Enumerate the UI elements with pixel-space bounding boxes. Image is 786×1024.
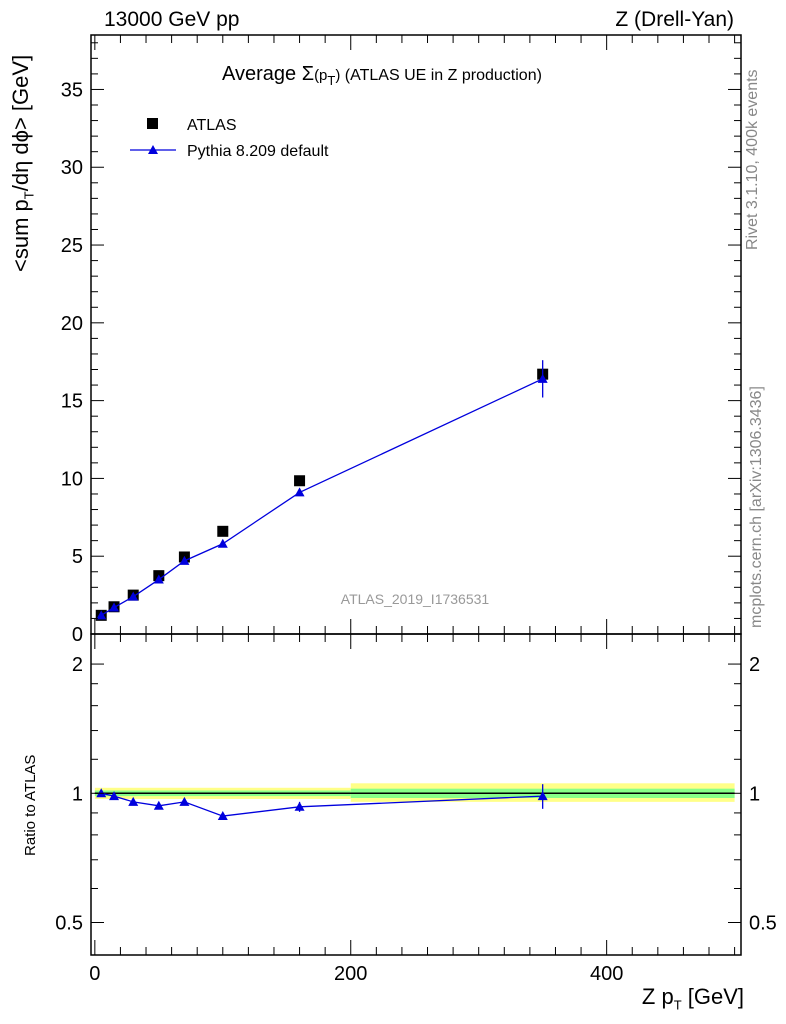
y-tick-label-main: 35 [61,79,83,101]
atlas-data-point [294,475,306,487]
pythia-data-point [294,487,305,497]
ratio-data-point [217,811,228,821]
y-tick-label-main: 30 [61,157,83,179]
y-tick-label-ratio-right: 1 [749,783,760,805]
pythia-data-point [128,591,139,601]
y-tick-label-main: 10 [61,468,83,490]
x-tick-label: 0 [89,963,100,985]
pythia-line [100,378,543,616]
header-right: Z (Drell-Yan) [615,8,734,31]
pythia-data-point [537,373,548,383]
chart-title: Average Σ(pT) (ATLAS UE in Z production) [222,63,542,88]
y-tick-label-ratio: 2 [72,654,83,676]
legend-marker-atlas [147,118,158,129]
pythia-data-point [96,610,107,620]
ratio-plot-frame [90,633,742,956]
x-tick-label: 200 [334,963,367,985]
pythia-data-point [109,602,120,612]
ratio-data-point [109,791,120,801]
ratio-data-point [294,801,305,811]
y-tick-label-ratio-right: 2 [749,654,760,676]
ratio-data-point [153,800,164,810]
x-axis-label: Z pT [GeV] [641,984,744,1013]
ratio-data-point [128,796,139,806]
y-tick-label-main: 20 [61,313,83,335]
watermark: ATLAS_2019_I1736531 [341,591,490,607]
y-tick-label-ratio-right: 0.5 [749,912,777,934]
pythia-data-point [153,574,164,584]
y-tick-label-main: 25 [61,235,83,257]
y-tick-label-ratio: 1 [72,783,83,805]
y-tick-label-main: 15 [61,391,83,413]
y-tick-label-main: 5 [72,546,83,568]
legend-label-atlas: ATLAS [187,117,237,134]
legend-marker-pythia [148,145,158,154]
x-tick-label: 400 [590,963,623,985]
header-left: 13000 GeV pp [104,8,240,31]
ratio-data-point [537,791,548,801]
pythia-data-point [179,555,190,565]
y-tick-label-ratio: 0.5 [55,912,83,934]
atlas-data-point [217,525,229,537]
y-tick-label-main: 0 [72,624,83,646]
legend-label-pythia: Pythia 8.209 default [187,143,329,160]
pythia-data-point [217,538,228,548]
ratio-data-point [179,796,190,806]
